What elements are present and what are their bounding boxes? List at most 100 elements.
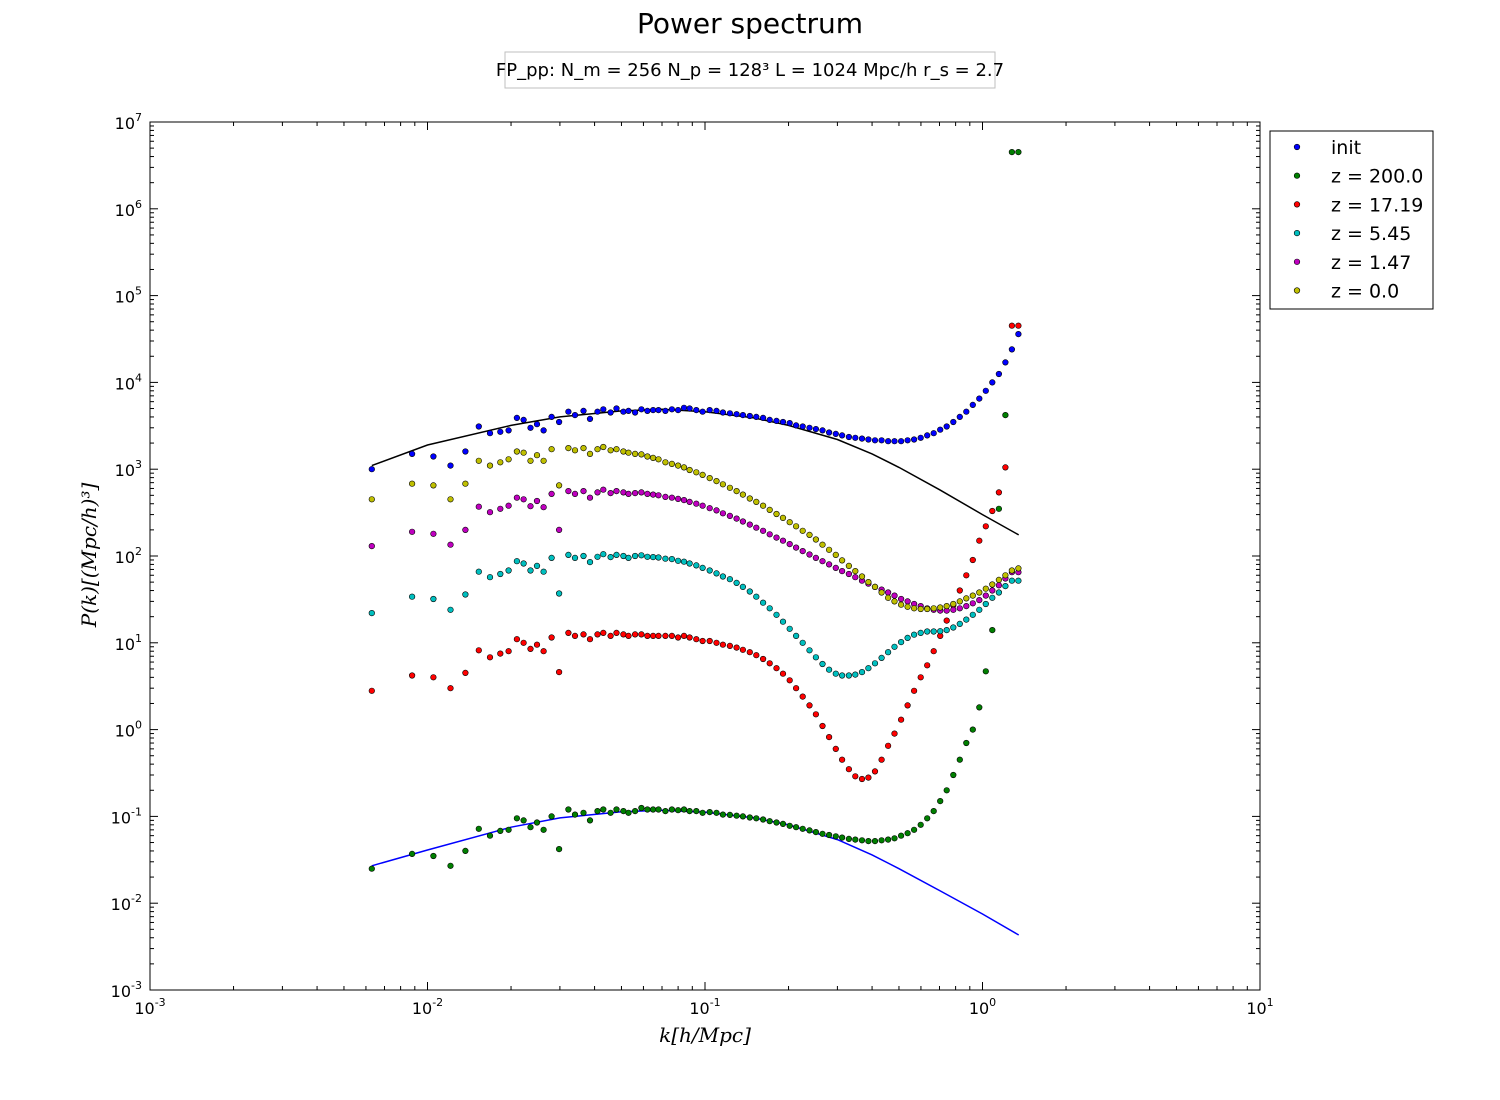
data-point <box>571 447 579 454</box>
data-point <box>655 492 662 499</box>
data-point <box>693 469 700 476</box>
data-point <box>565 445 572 452</box>
data-point <box>806 551 813 558</box>
data-point <box>571 412 579 419</box>
data-point <box>668 555 676 563</box>
data-point <box>819 830 826 837</box>
data-point <box>497 650 504 657</box>
data-point <box>930 605 937 612</box>
data-point <box>989 626 996 634</box>
data-point <box>620 448 627 455</box>
data-point <box>819 558 826 565</box>
data-point <box>897 832 905 839</box>
data-point <box>956 620 963 628</box>
data-point <box>812 536 820 543</box>
data-point <box>486 430 494 437</box>
data-point <box>513 558 521 565</box>
data-point <box>1002 572 1009 579</box>
data-point <box>594 631 601 638</box>
data-point <box>891 835 898 842</box>
data-point <box>943 423 950 430</box>
data-point <box>607 490 614 497</box>
data-point <box>713 570 720 577</box>
data-point <box>447 862 454 869</box>
data-point <box>917 821 924 828</box>
data-point <box>607 447 614 454</box>
data-point <box>580 488 587 495</box>
data-point <box>409 480 416 487</box>
data-point <box>766 660 773 667</box>
data-point <box>430 482 437 489</box>
data-point <box>838 557 846 564</box>
data-point <box>594 408 601 415</box>
data-point <box>625 554 632 562</box>
data-point <box>773 510 780 518</box>
data-point <box>976 596 983 604</box>
data-point <box>520 449 527 456</box>
data-point <box>1008 322 1016 329</box>
data-point <box>982 668 989 675</box>
data-point <box>620 807 627 815</box>
data-point <box>713 639 720 646</box>
data-point <box>799 639 806 646</box>
data-point <box>620 631 627 638</box>
data-point <box>638 406 645 413</box>
data-point <box>956 756 963 763</box>
data-point <box>548 554 555 562</box>
data-point <box>462 591 469 598</box>
data-point <box>699 809 706 816</box>
data-point <box>586 450 594 458</box>
data-point <box>852 434 859 441</box>
data-point <box>625 449 632 456</box>
y-tick-label: 102 <box>115 545 142 567</box>
data-point <box>779 618 787 625</box>
data-point <box>719 481 727 488</box>
data-point <box>976 589 983 596</box>
data-point <box>430 453 437 460</box>
data-point <box>706 637 713 645</box>
data-point <box>845 766 853 773</box>
data-point <box>773 417 780 425</box>
data-point <box>475 503 482 510</box>
data-point <box>662 459 669 466</box>
data-point <box>759 502 767 509</box>
data-point <box>368 609 375 617</box>
data-point <box>779 514 787 522</box>
data-point <box>1008 346 1016 353</box>
data-point <box>937 604 944 611</box>
data-point <box>674 634 682 641</box>
data-point <box>759 414 767 422</box>
data-point <box>779 418 787 426</box>
data-point <box>969 726 976 733</box>
data-point <box>699 564 706 572</box>
data-point <box>759 599 767 606</box>
data-point <box>904 634 911 642</box>
data-point <box>686 405 693 412</box>
data-point <box>930 430 937 437</box>
data-point <box>753 524 760 531</box>
legend-label: z = 0.0 <box>1331 281 1399 303</box>
data-point <box>786 540 793 548</box>
data-point <box>520 817 527 824</box>
data-point <box>409 850 416 858</box>
data-point <box>753 652 760 659</box>
data-point <box>693 636 700 643</box>
data-point <box>753 593 760 600</box>
data-point <box>792 824 800 831</box>
reference-curve-2 <box>371 809 1020 936</box>
data-point <box>368 687 375 694</box>
chart-title: Power spectrum <box>637 7 863 40</box>
data-point <box>937 426 944 433</box>
data-point <box>505 648 512 655</box>
data-point <box>548 813 555 820</box>
data-point <box>852 574 859 581</box>
data-point <box>540 504 547 511</box>
data-point <box>719 409 727 416</box>
data-point <box>897 438 905 445</box>
data-point <box>505 826 512 833</box>
data-point <box>910 436 918 443</box>
data-point <box>497 428 504 435</box>
data-point <box>527 457 534 464</box>
data-point <box>910 826 918 833</box>
data-point <box>625 490 632 498</box>
